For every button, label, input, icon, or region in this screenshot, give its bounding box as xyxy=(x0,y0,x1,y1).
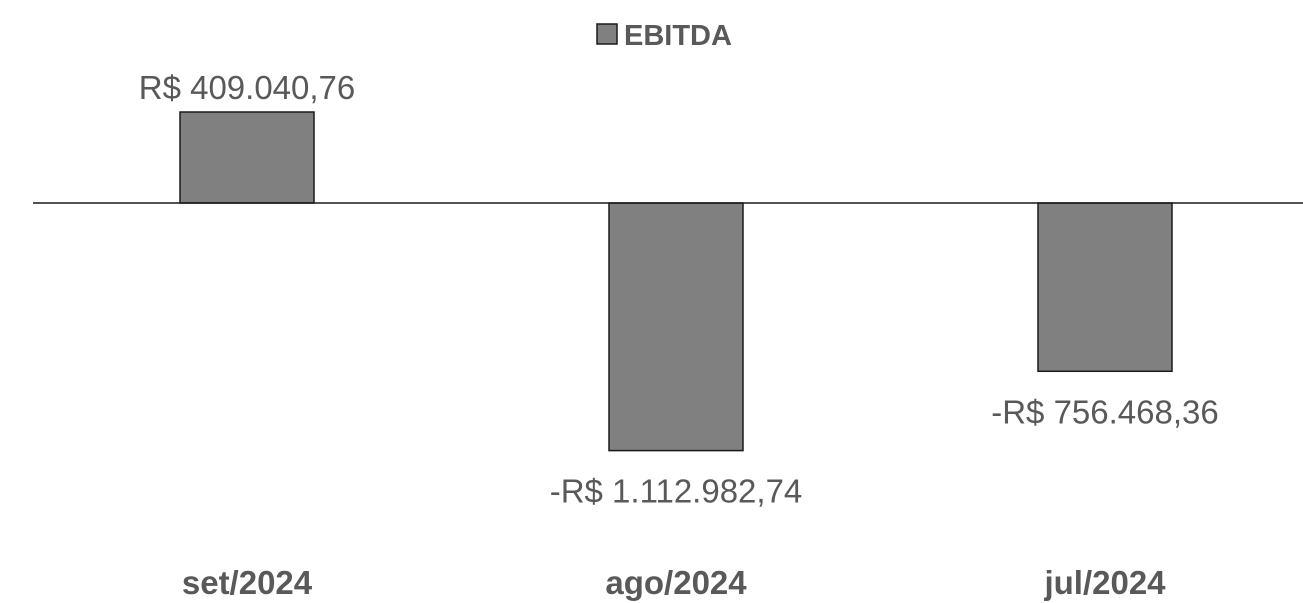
data-label-ago-2024: -R$ 1.112.982,74 xyxy=(550,473,803,510)
bar-jul-2024 xyxy=(1037,202,1173,373)
bar-set-2024 xyxy=(179,111,315,204)
legend-swatch-ebitda xyxy=(596,23,618,45)
data-label-set-2024: R$ 409.040,76 xyxy=(139,69,356,106)
category-label-group: set/2024 ago/2024 jul/2024 xyxy=(182,564,1166,601)
legend-label-ebitda: EBITDA xyxy=(624,20,732,52)
bar-ago-2024 xyxy=(608,202,744,452)
category-label-jul-2024: jul/2024 xyxy=(1043,564,1166,601)
category-label-set-2024: set/2024 xyxy=(182,564,313,601)
data-label-group: R$ 409.040,76 -R$ 1.112.982,74 -R$ 756.468… xyxy=(139,69,1219,510)
chart-legend: EBITDA xyxy=(596,20,732,52)
category-label-ago-2024: ago/2024 xyxy=(605,564,747,601)
data-label-jul-2024: -R$ 756.468,36 xyxy=(991,393,1219,430)
